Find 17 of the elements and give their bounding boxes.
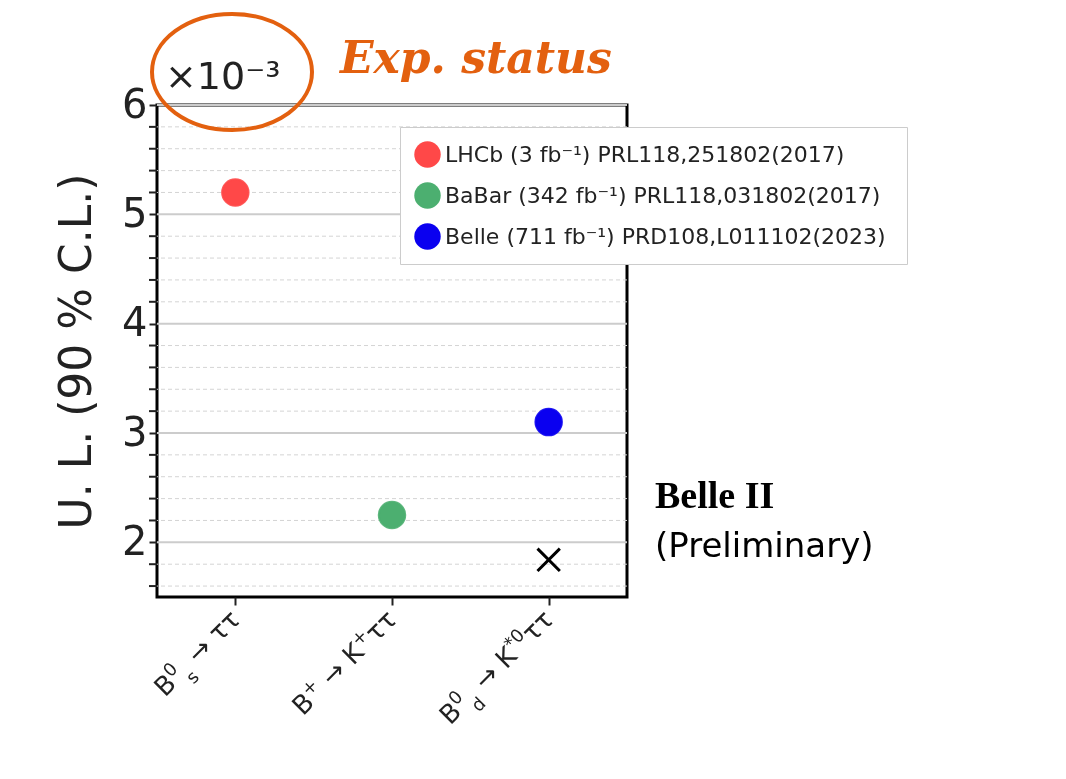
y-tick-label: 5 xyxy=(122,189,148,236)
y-tick-label: 3 xyxy=(122,408,148,455)
legend-label: BaBar (342 fb⁻¹) PRL118,031802(2017) xyxy=(445,182,881,208)
text: (Preliminary) xyxy=(655,525,874,565)
y-tick-label: 2 xyxy=(122,517,148,564)
text: ×10⁻³ xyxy=(165,54,281,98)
point xyxy=(221,178,250,207)
y-tick-label: 4 xyxy=(122,299,148,346)
point xyxy=(534,407,563,437)
point xyxy=(535,547,562,573)
text: Exp. status xyxy=(338,32,612,83)
legend-label: Belle (711 fb⁻¹) PRD108,L011102(2023) xyxy=(445,223,886,249)
y-axis-title: U. L. (90 % C.L.) xyxy=(50,173,102,530)
y-tick-label: 6 xyxy=(122,80,148,127)
point xyxy=(377,500,407,530)
legend-label: LHCb (3 fb⁻¹) PRL118,251802(2017) xyxy=(445,141,845,167)
text: Belle II xyxy=(655,474,775,516)
